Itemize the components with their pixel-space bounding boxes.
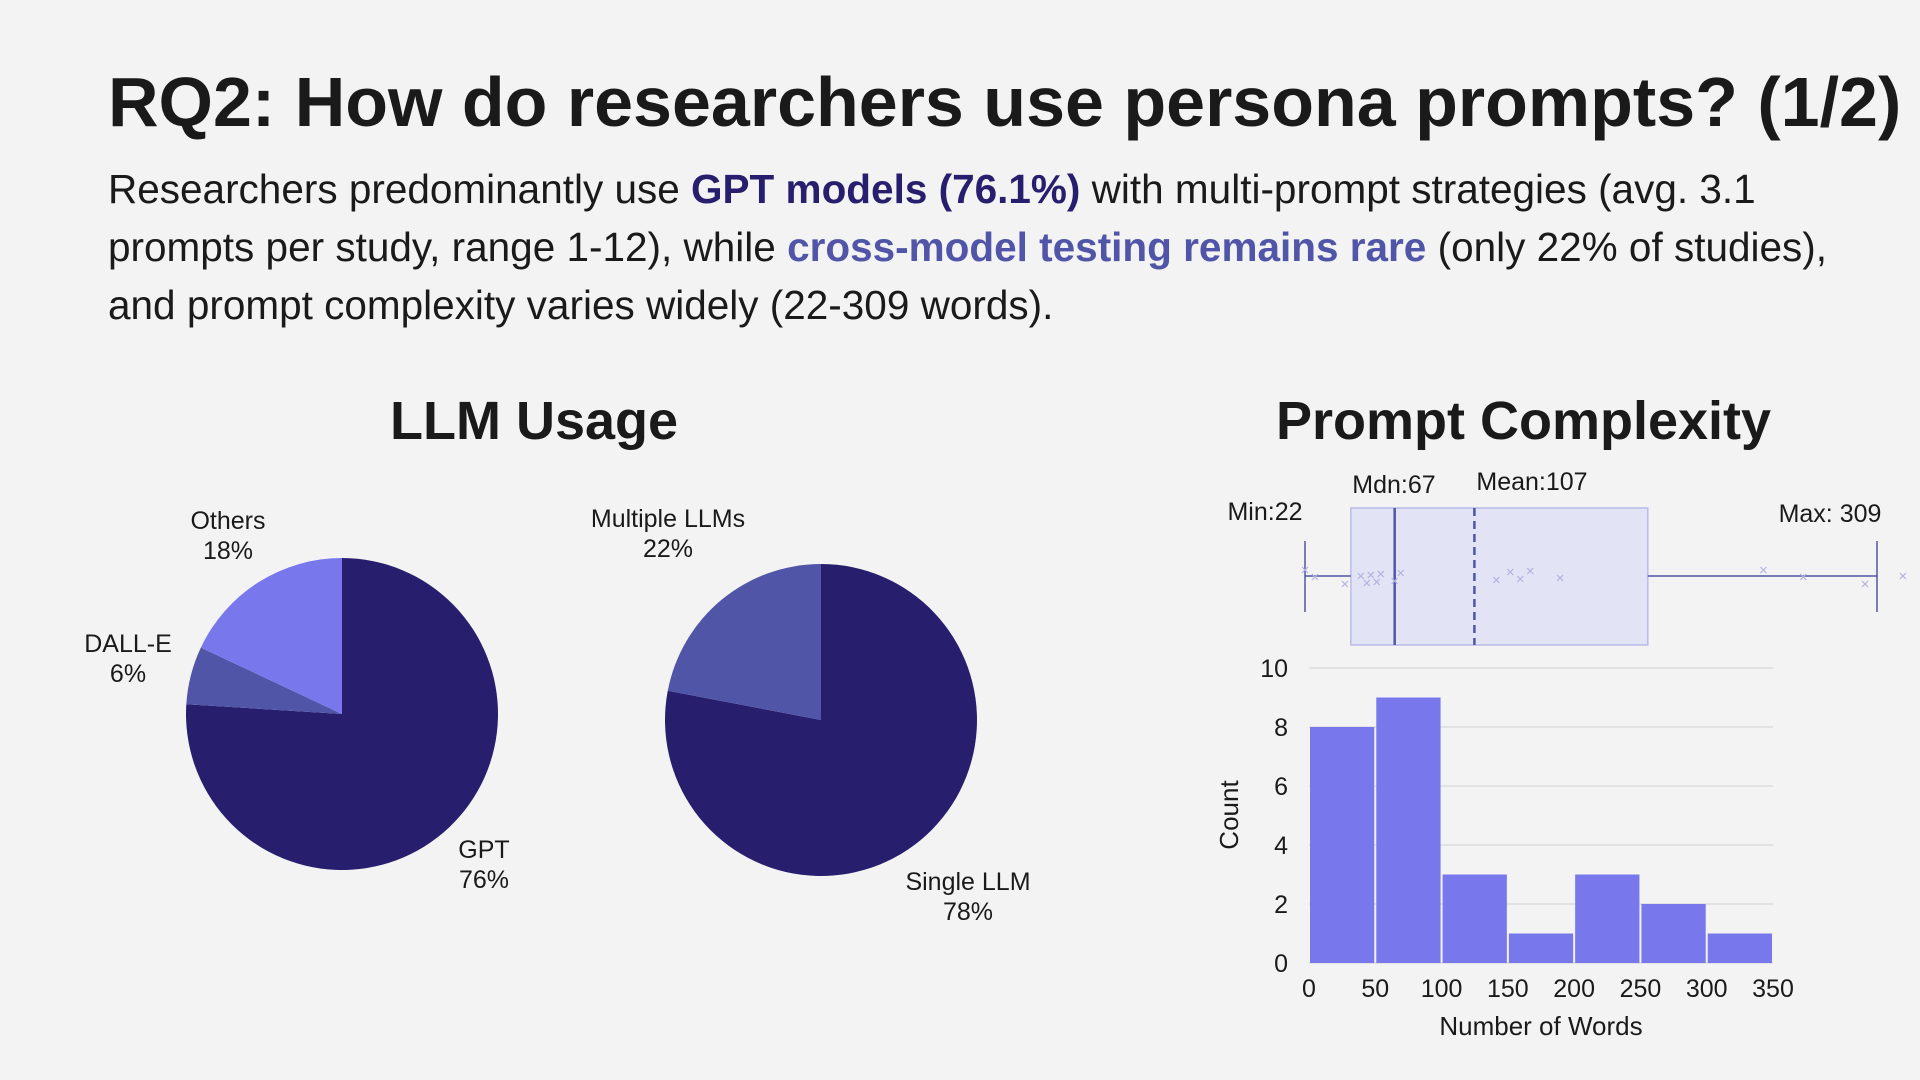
histogram-bar bbox=[1310, 727, 1375, 963]
box-label-median: Mdn:67 bbox=[1352, 471, 1435, 499]
jitter-point bbox=[1899, 572, 1907, 580]
pie-slice-multiple-llms bbox=[667, 564, 821, 720]
slide-subtitle: Researchers predominantly use GPT models… bbox=[108, 160, 1828, 334]
subtitle-text-2: with multi-prompt strategies (avg. 3.1 p… bbox=[108, 166, 1756, 270]
jitter-point bbox=[1526, 567, 1534, 575]
llm-usage-title: LLM Usage bbox=[390, 391, 679, 451]
box-plot-prompt-complexity: Min:22 Mdn:67 Mean:107 Max: 309 bbox=[1227, 468, 1907, 646]
subtitle-highlight-cross-model: cross-model testing remains rare bbox=[787, 224, 1427, 270]
jitter-point bbox=[1759, 566, 1767, 574]
x-tick-label: 50 bbox=[1361, 975, 1389, 1003]
jitter-point bbox=[1391, 577, 1399, 585]
pie-pct-others: 18% bbox=[203, 537, 253, 565]
x-tick-label: 100 bbox=[1421, 975, 1463, 1003]
histogram-bar bbox=[1641, 904, 1706, 963]
x-tick-label: 350 bbox=[1752, 975, 1794, 1003]
box-label-mean: Mean:107 bbox=[1476, 468, 1587, 496]
pie-label-gpt: GPT bbox=[458, 836, 509, 864]
y-tick-label: 4 bbox=[1274, 832, 1288, 860]
prompt-complexity-title: Prompt Complexity bbox=[1276, 391, 1772, 451]
subtitle-text-1: Researchers predominantly use bbox=[108, 166, 692, 212]
jitter-point bbox=[1373, 578, 1381, 586]
pie-label-multiple-llms: Multiple LLMs bbox=[591, 505, 745, 533]
y-tick-label: 8 bbox=[1274, 714, 1288, 742]
pie-pct-gpt: 76% bbox=[459, 866, 509, 894]
jitter-point bbox=[1556, 574, 1564, 582]
histogram-bar bbox=[1442, 874, 1507, 963]
y-tick-label: 10 bbox=[1260, 655, 1288, 683]
histogram-bar bbox=[1508, 933, 1574, 963]
x-tick-label: 200 bbox=[1553, 975, 1595, 1003]
x-tick-label: 0 bbox=[1302, 975, 1316, 1003]
histogram-bar bbox=[1707, 933, 1772, 963]
y-tick-label: 6 bbox=[1274, 773, 1288, 801]
x-tick-label: 300 bbox=[1686, 975, 1728, 1003]
box-iqr bbox=[1350, 507, 1649, 646]
pie-label-others: Others bbox=[190, 507, 265, 535]
jitter-point bbox=[1506, 568, 1514, 576]
slide-title: RQ2: How do researchers use persona prom… bbox=[108, 63, 1902, 141]
box-label-min: Min:22 bbox=[1227, 498, 1302, 526]
jitter-point bbox=[1516, 575, 1524, 583]
jitter-point bbox=[1341, 580, 1349, 588]
y-tick-label: 2 bbox=[1274, 891, 1288, 919]
subtitle-highlight-gpt: GPT models (76.1%) bbox=[691, 166, 1081, 212]
x-tick-label: 250 bbox=[1620, 975, 1662, 1003]
pie-label-dall-e: DALL-E bbox=[84, 630, 172, 658]
histogram-bar bbox=[1376, 697, 1441, 963]
y-axis-label: Count bbox=[1214, 780, 1244, 850]
x-axis-label: Number of Words bbox=[1439, 1011, 1642, 1041]
jitter-point bbox=[1377, 570, 1385, 578]
jitter-point bbox=[1301, 566, 1309, 574]
subtitle-text-3: (only 22% of studies), and prompt comple… bbox=[108, 224, 1828, 328]
jitter-point bbox=[1799, 573, 1807, 581]
jitter-point bbox=[1861, 580, 1869, 588]
jitter-point bbox=[1363, 579, 1371, 587]
jitter-point bbox=[1492, 576, 1500, 584]
box-label-max: Max: 309 bbox=[1779, 500, 1882, 528]
pie-pct-multiple-llms: 22% bbox=[643, 535, 693, 563]
jitter-point bbox=[1367, 571, 1375, 579]
histogram-bar bbox=[1575, 874, 1640, 963]
pie-pct-dall-e: 6% bbox=[110, 660, 146, 688]
jitter-point bbox=[1311, 573, 1319, 581]
pie-slice-dall-e bbox=[186, 647, 342, 714]
x-tick-label: 150 bbox=[1487, 975, 1529, 1003]
y-tick-label: 0 bbox=[1274, 950, 1288, 978]
jitter-point bbox=[1397, 569, 1405, 577]
pie-label-single-llm: Single LLM bbox=[905, 868, 1030, 896]
jitter-point bbox=[1357, 572, 1365, 580]
pie-pct-single-llm: 78% bbox=[943, 898, 993, 926]
pie-slice-others bbox=[200, 558, 342, 714]
